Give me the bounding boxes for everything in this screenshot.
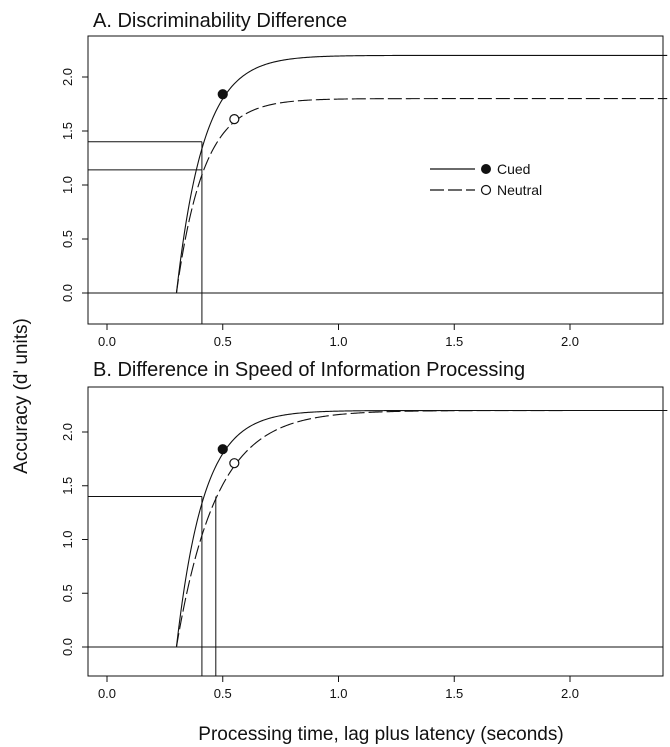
panel-b-x-tick-label-3: 1.5 [445, 686, 463, 701]
panel-a: A. Discriminability Difference 0.0 0.5 1.0… [60, 10, 668, 349]
panel-b-y-tick-label-0: 0.0 [60, 638, 75, 656]
panel-b-x-tick-label-0: 0.0 [98, 686, 116, 701]
panel-b-frame [87, 386, 664, 677]
panel-b-y-tick-label-3: 1.5 [60, 477, 75, 495]
panel-a-x-tick-label-3: 1.5 [445, 334, 463, 349]
panel-a-y-ticks: 0.0 0.5 1.0 1.5 2.0 [60, 68, 88, 302]
panel-a-series-neutral-line [175, 98, 668, 294]
panel-a-x-tick-label-0: 0.0 [98, 334, 116, 349]
panel-b-x-ticks: 0.0 0.5 1.0 1.5 2.0 [98, 676, 579, 701]
panel-a-x-tick-label-1: 0.5 [214, 334, 232, 349]
panel-b-point-cued [217, 444, 228, 455]
legend-neutral-label: Neutral [497, 182, 542, 198]
panel-a-markers [217, 89, 240, 125]
legend-neutral-marker [480, 184, 492, 196]
panel-a-x-ticks: 0.0 0.5 1.0 1.5 2.0 [98, 324, 579, 349]
panel-b-y-tick-label-2: 1.0 [60, 530, 75, 548]
panel-a-legend: Cued Neutral [430, 161, 542, 198]
panel-a-y-tick-label-3: 1.5 [60, 122, 75, 140]
panel-b-x-tick-label-4: 2.0 [561, 686, 579, 701]
panel-a-y-tick-label-1: 0.5 [60, 230, 75, 248]
panel-b-markers [217, 444, 240, 469]
panel-a-y-tick-label-2: 1.0 [60, 176, 75, 194]
panel-b-series-neutral-line [175, 409, 668, 648]
panel-a-title: A. Discriminability Difference [93, 10, 347, 32]
panel-b-point-neutral [229, 458, 240, 469]
legend-cued-label: Cued [497, 161, 530, 177]
panel-a-y-tick-label-0: 0.0 [60, 284, 75, 302]
panel-b-series-cued-line [175, 409, 668, 648]
panel-a-x-tick-label-2: 1.0 [329, 334, 347, 349]
panel-b-curves [175, 409, 668, 648]
panel-a-reference-lines [88, 141, 663, 324]
panel-b-title: B. Difference in Speed of Information Pr… [93, 359, 525, 381]
panel-a-curves [175, 54, 668, 294]
panel-b-y-tick-label-4: 2.0 [60, 423, 75, 441]
panel-a-point-neutral [229, 114, 240, 125]
x-axis-label: Processing time, lag plus latency (secon… [198, 724, 563, 745]
panel-a-series-cued-line [175, 54, 668, 294]
panel-a-frame [87, 35, 664, 325]
legend-cued-marker [481, 164, 491, 174]
y-axis-label: Accuracy (d' units) [11, 318, 32, 474]
panel-b-y-tick-label-1: 0.5 [60, 584, 75, 602]
panel-b-reference-lines [88, 496, 663, 676]
panel-b-y-ticks: 0.0 0.5 1.0 1.5 2.0 [60, 423, 88, 656]
panel-b: B. Difference in Speed of Information Pr… [60, 359, 668, 701]
panel-a-y-tick-label-4: 2.0 [60, 68, 75, 86]
panel-a-point-cued [217, 89, 228, 100]
panel-b-x-tick-label-2: 1.0 [329, 686, 347, 701]
panel-b-x-tick-label-1: 0.5 [214, 686, 232, 701]
panel-a-x-tick-label-4: 2.0 [561, 334, 579, 349]
